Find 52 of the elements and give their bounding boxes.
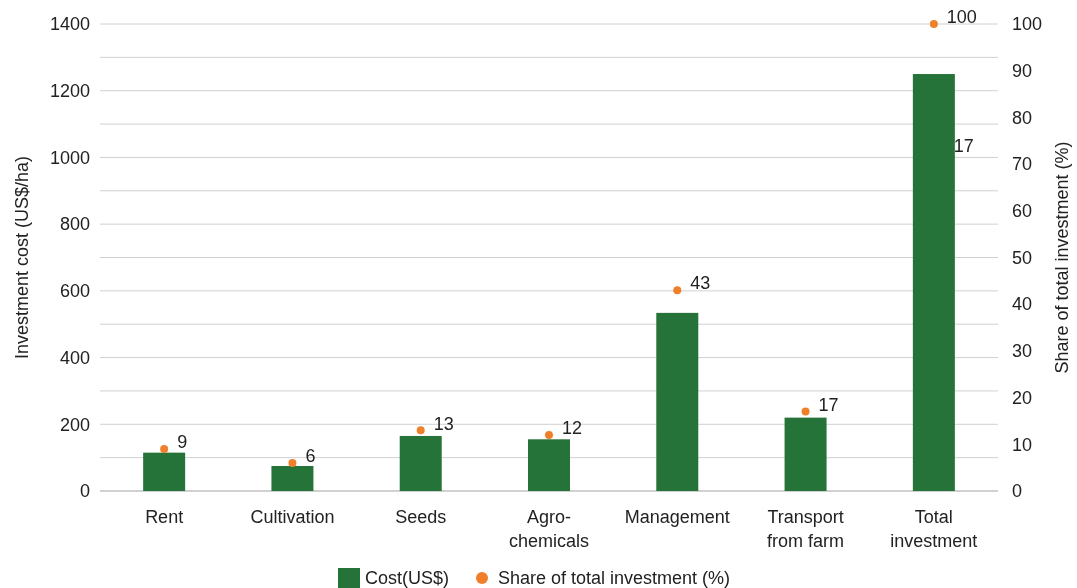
y-tick-label: 200 bbox=[59, 414, 90, 435]
y2-tick-label: 20 bbox=[1012, 387, 1033, 408]
y-tick-label: 0 bbox=[79, 481, 90, 502]
bar bbox=[912, 74, 955, 491]
x-tick-label: Transport from farm bbox=[767, 507, 845, 552]
data-label: 13 bbox=[433, 413, 454, 434]
x-tick-label: Total investment bbox=[890, 507, 978, 552]
y2-tick-label: 100 bbox=[1012, 14, 1043, 35]
x-tick-label: Rent bbox=[145, 507, 184, 527]
y2-tick-label: 10 bbox=[1012, 434, 1033, 455]
bar bbox=[143, 452, 186, 491]
y-tick-label: 1000 bbox=[49, 147, 90, 168]
data-label: 100 bbox=[946, 7, 977, 28]
y2-tick-label: 0 bbox=[1012, 481, 1023, 502]
y2-tick-label: 80 bbox=[1012, 107, 1033, 128]
y-tick-label: 1200 bbox=[49, 80, 90, 101]
bar bbox=[784, 417, 827, 491]
x-tick-label: Cultivation bbox=[250, 507, 335, 527]
legend-label: Cost(US$) bbox=[365, 568, 450, 588]
data-label: 43 bbox=[690, 273, 711, 294]
point bbox=[801, 407, 810, 416]
bar bbox=[271, 465, 314, 491]
data-label: 12 bbox=[562, 418, 583, 439]
legend-label: Share of total investment (%) bbox=[498, 568, 731, 588]
y2-tick-label: 70 bbox=[1012, 154, 1033, 175]
bar bbox=[528, 439, 570, 491]
y2-tick-label: 30 bbox=[1012, 341, 1033, 362]
y-tick-label: 1400 bbox=[49, 14, 90, 35]
point bbox=[929, 20, 938, 28]
bar bbox=[399, 435, 442, 491]
point bbox=[416, 426, 425, 435]
x-tick-label: Management bbox=[624, 507, 730, 527]
y-tick-label: 600 bbox=[59, 281, 90, 302]
y-tick-label: 400 bbox=[59, 347, 90, 368]
point bbox=[673, 286, 682, 295]
y2-tick-label: 40 bbox=[1012, 294, 1033, 315]
point bbox=[160, 444, 169, 453]
y2-tick-label: 50 bbox=[1012, 247, 1033, 268]
y-axis-title: Investment cost (US$/ha) bbox=[12, 155, 32, 360]
data-label: 17 bbox=[818, 394, 839, 415]
data-label: 9 bbox=[177, 432, 188, 453]
point bbox=[288, 459, 297, 467]
point bbox=[545, 430, 553, 439]
y2-axis-title: Share of total investment (%) bbox=[1052, 141, 1072, 374]
y-tick-label: 800 bbox=[59, 214, 90, 235]
annotation: 17 bbox=[953, 136, 974, 157]
y2-tick-label: 60 bbox=[1012, 201, 1033, 222]
bar bbox=[656, 312, 699, 491]
x-tick-label: Agro-chemicals bbox=[508, 507, 590, 552]
data-label: 6 bbox=[305, 446, 316, 467]
x-tick-label: Seeds bbox=[395, 507, 447, 527]
y2-tick-label: 90 bbox=[1012, 60, 1033, 81]
